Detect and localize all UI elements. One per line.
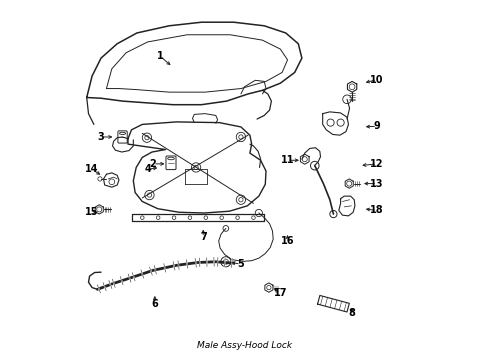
Text: 15: 15 <box>85 207 99 217</box>
Text: 18: 18 <box>369 206 383 216</box>
Text: 5: 5 <box>237 259 244 269</box>
Text: 8: 8 <box>348 308 355 318</box>
Text: Male Assy-Hood Lock: Male Assy-Hood Lock <box>197 341 291 350</box>
Text: 3: 3 <box>98 132 104 142</box>
Text: 13: 13 <box>370 179 383 189</box>
Text: 11: 11 <box>280 155 294 165</box>
Text: 14: 14 <box>85 164 99 174</box>
Text: 17: 17 <box>273 288 286 298</box>
Text: 4: 4 <box>144 164 151 174</box>
Text: 16: 16 <box>280 236 294 246</box>
Text: 9: 9 <box>373 121 380 131</box>
Text: 12: 12 <box>370 159 383 169</box>
Text: 2: 2 <box>149 159 156 169</box>
Text: 1: 1 <box>157 51 163 61</box>
Text: 6: 6 <box>151 299 158 309</box>
Text: 7: 7 <box>200 232 206 242</box>
Text: 10: 10 <box>370 75 383 85</box>
